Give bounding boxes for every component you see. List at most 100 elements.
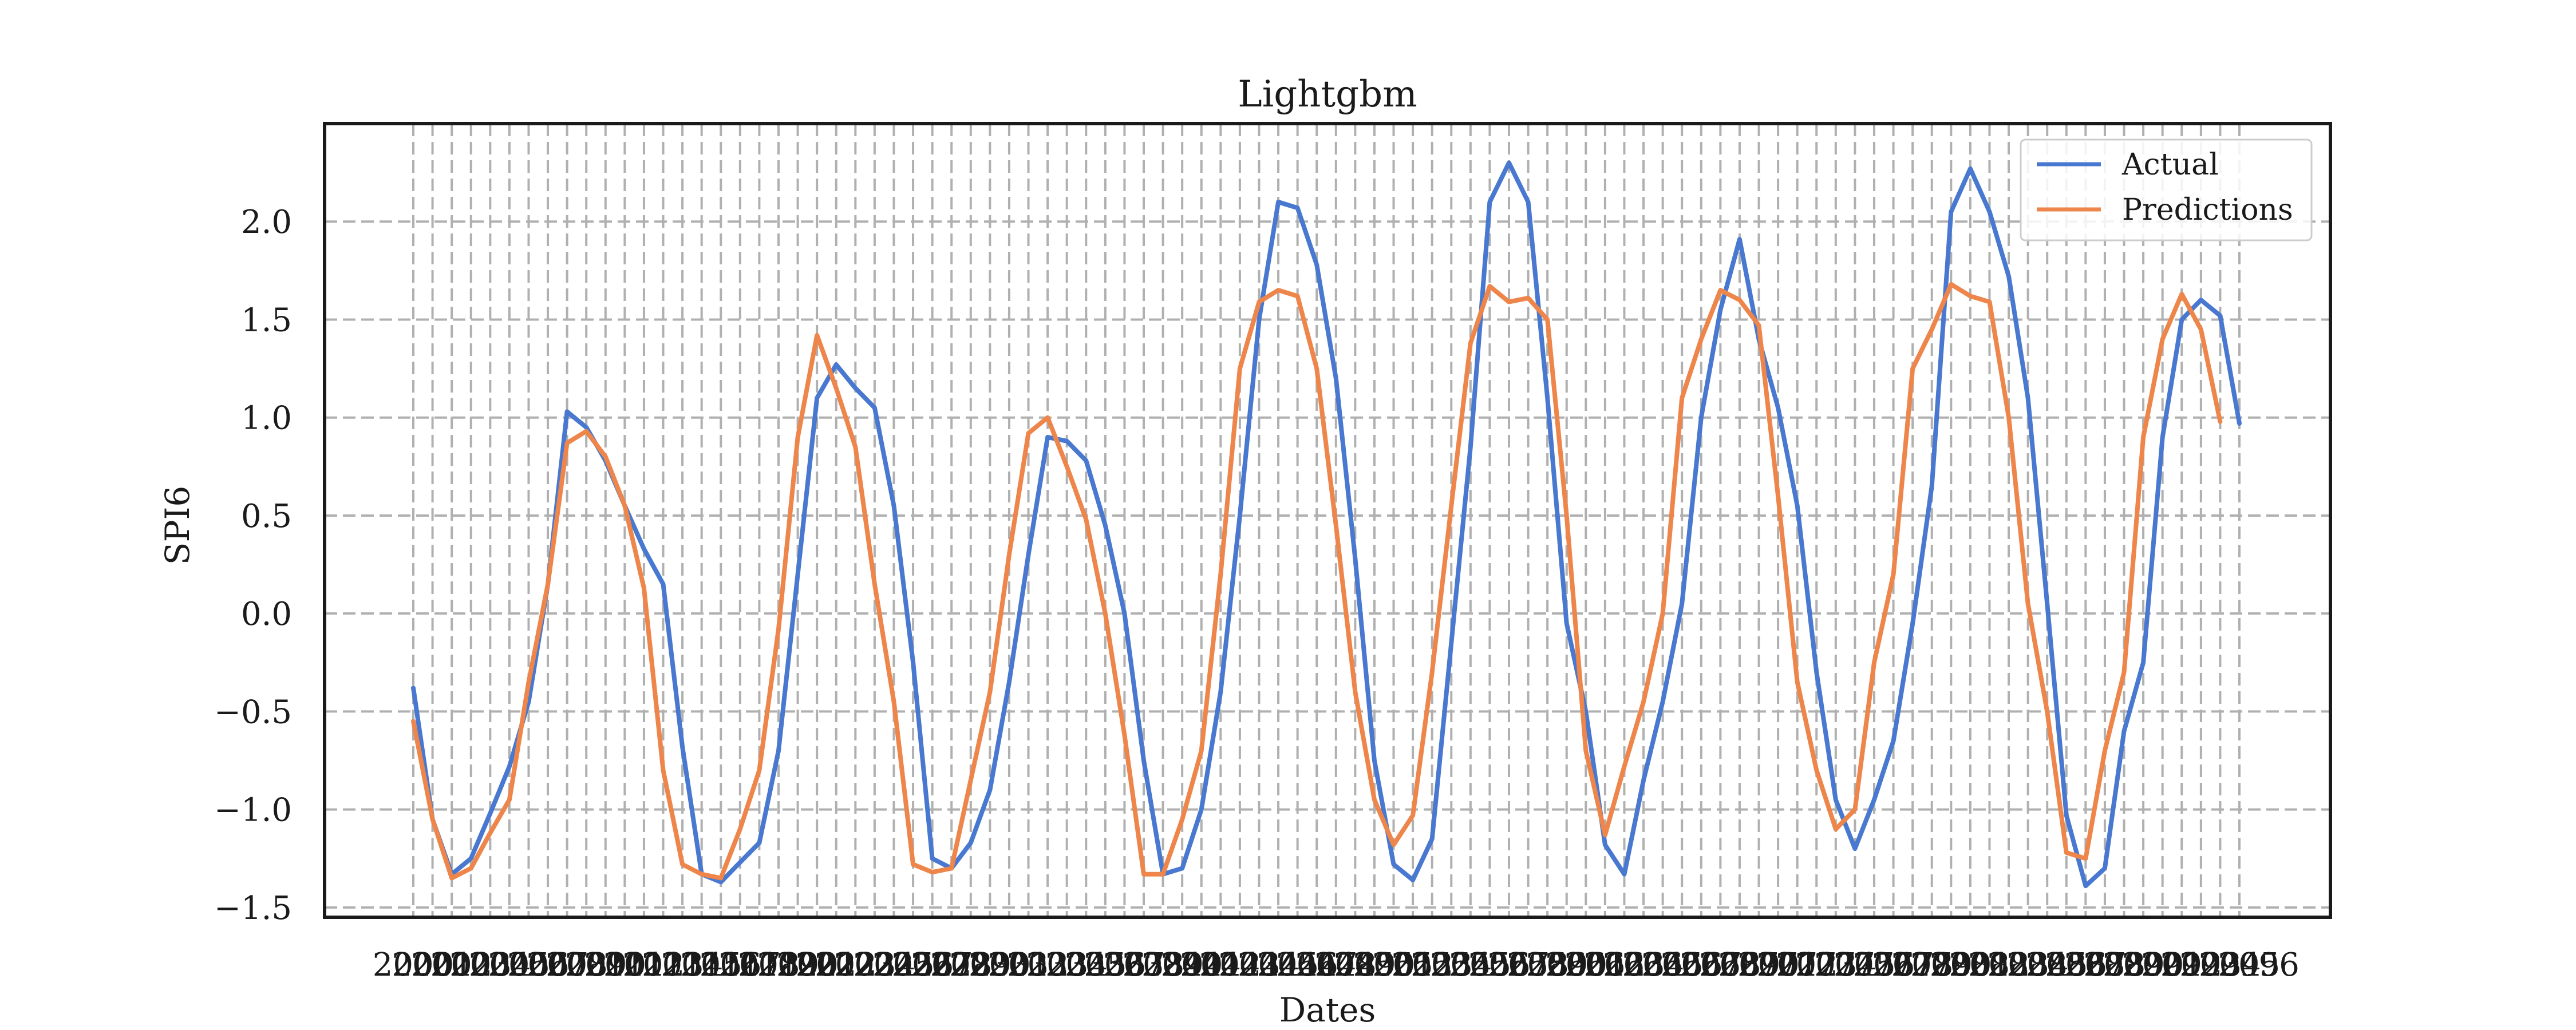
x-tick-label: 2087 (2045, 946, 2127, 984)
x-tick-label: 2012 (603, 946, 685, 984)
x-tick-label: 2018 (718, 946, 800, 984)
series-line-actual (411, 160, 2242, 889)
x-tick-label: 2067 (1661, 946, 1743, 984)
legend-label-predictions: Predictions (2122, 193, 2293, 227)
x-tick-label: 2026 (872, 946, 954, 984)
x-tick-label: 2093 (2160, 946, 2242, 984)
x-tick-label: 2035 (1045, 946, 1127, 984)
y-tick-label: 1.0 (241, 400, 292, 437)
x-tick-label: 2044 (1218, 946, 1300, 984)
x-tick-label: 2064 (1603, 946, 1685, 984)
x-tick-label: 2079 (1891, 946, 1973, 984)
plot-frame (323, 122, 2332, 919)
x-tick-label: 2045 (1238, 946, 1319, 984)
x-tick-label: 2042 (1180, 946, 1262, 984)
x-tick-label: 2071 (1737, 946, 1819, 984)
x-tick-label: 2061 (1545, 946, 1627, 984)
x-tick-label: 2038 (1103, 946, 1185, 984)
chart-title: Lightgbm (1238, 73, 1417, 116)
x-tick-label: 2059 (1507, 946, 1589, 984)
x-tick-label: 2081 (1930, 946, 2012, 984)
x-tick-label: 2060 (1526, 946, 1607, 984)
series-line-predictions (411, 282, 2223, 881)
x-tick-label: 2051 (1353, 946, 1435, 984)
legend: Actual Predictions (2020, 138, 2313, 241)
x-tick-label: 2095 (2199, 946, 2281, 984)
x-tick-label: 2010 (565, 946, 647, 984)
x-tick-label: 2068 (1680, 946, 1761, 984)
y-tick-label: −1.0 (214, 792, 292, 829)
x-tick-labels: 2000200120022003200420052006200720082009… (373, 946, 2300, 984)
x-tick-label: 2084 (1987, 946, 2069, 984)
x-tick-label: 2054 (1411, 946, 1492, 984)
x-tick-label: 2022 (795, 946, 877, 984)
x-tick-label: 2088 (2064, 946, 2146, 984)
x-tick-label: 2008 (526, 946, 608, 984)
y-tick-label: −1.5 (214, 890, 292, 927)
y-tick-label: 1.5 (241, 302, 292, 339)
x-tick-label: 2016 (680, 946, 762, 984)
x-tick-label: 2009 (546, 946, 627, 984)
x-tick-label: 2029 (930, 946, 1012, 984)
x-tick-label: 2091 (2121, 946, 2203, 984)
y-tick-label: 2.0 (241, 204, 292, 241)
x-tick-label: 2003 (430, 946, 512, 984)
x-tick-label: 2014 (642, 946, 724, 984)
y-axis-label: SPI6 (158, 486, 197, 565)
x-tick-label: 2005 (469, 946, 551, 984)
y-tick-label: 0.0 (241, 596, 292, 633)
x-tick-label: 2076 (1834, 946, 1915, 984)
x-tick-label: 2021 (776, 946, 858, 984)
x-tick-label: 2078 (1872, 946, 1954, 984)
x-tick-label: 2020 (757, 946, 839, 984)
x-tick-label: 2073 (1776, 946, 1858, 984)
x-tick-label: 2000 (373, 946, 455, 984)
x-tick-label: 2055 (1430, 946, 1512, 984)
x-tick-label: 2080 (1910, 946, 1992, 984)
x-tick-label: 2053 (1391, 946, 1473, 984)
x-tick-label: 2074 (1795, 946, 1877, 984)
x-tick-label: 2089 (2083, 946, 2165, 984)
x-tick-label: 2025 (853, 946, 935, 984)
x-tick-label: 2050 (1334, 946, 1416, 984)
x-tick-label: 2006 (488, 946, 570, 984)
x-tick-label: 2070 (1718, 946, 1800, 984)
x-tick-label: 2075 (1814, 946, 1896, 984)
x-tick-label: 2096 (2218, 946, 2300, 984)
x-tick-label: 2041 (1160, 946, 1242, 984)
x-tick-label: 2077 (1852, 946, 1934, 984)
x-tick-label: 2002 (411, 946, 493, 984)
x-tick-label: 2085 (2006, 946, 2088, 984)
x-tick-label: 2072 (1756, 946, 1838, 984)
x-tick-label: 2052 (1372, 946, 1454, 984)
grid (325, 124, 2330, 917)
x-tick-label: 2057 (1468, 946, 1550, 984)
x-tick-label: 2086 (2026, 946, 2108, 984)
x-tick-label: 2039 (1122, 946, 1204, 984)
x-tick-label: 2090 (2103, 946, 2184, 984)
x-tick-label: 2047 (1276, 946, 1358, 984)
x-tick-label: 2094 (2179, 946, 2261, 984)
x-tick-label: 2015 (661, 946, 742, 984)
x-axis-label: Dates (1279, 991, 1376, 1029)
x-tick-label: 2066 (1641, 946, 1723, 984)
x-tick-label: 2019 (738, 946, 820, 984)
x-tick-label: 2004 (449, 946, 531, 984)
x-tick-label: 2011 (584, 946, 666, 984)
x-tick-label: 2046 (1257, 946, 1338, 984)
y-tick-label: 0.5 (241, 498, 292, 535)
legend-label-actual: Actual (2121, 148, 2219, 182)
x-tick-label: 2007 (507, 946, 589, 984)
x-tick-label: 2030 (949, 946, 1031, 984)
x-tick-label: 2036 (1065, 946, 1147, 984)
x-tick-label: 2049 (1314, 946, 1396, 984)
x-tick-label: 2040 (1141, 946, 1223, 984)
x-tick-label: 2034 (1026, 946, 1108, 984)
x-tick-label: 2062 (1564, 946, 1646, 984)
x-tick-label: 2048 (1295, 946, 1377, 984)
x-tick-label: 2083 (1968, 946, 2050, 984)
x-tick-label: 2001 (392, 946, 473, 984)
series-lines (411, 160, 2242, 889)
x-tick-label: 2043 (1199, 946, 1281, 984)
x-tick-label: 2037 (1084, 946, 1165, 984)
